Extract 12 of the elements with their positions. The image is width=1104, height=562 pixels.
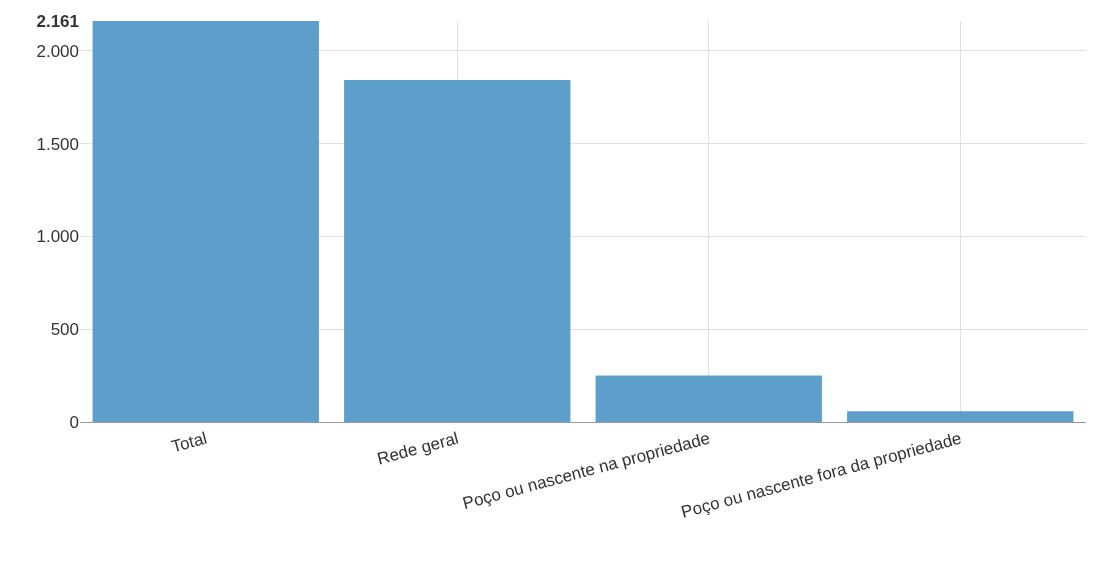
bar (847, 411, 1074, 422)
bar (344, 80, 571, 422)
x-tick-label: Rede geral (375, 428, 461, 469)
y-tick-label: 500 (50, 320, 79, 340)
y-tick-label: 2.000 (36, 41, 79, 61)
y-tick-label: 0 (69, 412, 79, 432)
y-tick-label: 1.500 (36, 134, 79, 154)
bar (595, 375, 822, 422)
x-tick-label: Total (169, 428, 209, 457)
bar (92, 21, 319, 422)
y-tick-label: 1.000 (36, 227, 79, 247)
y-tick-label: 2.161 (36, 11, 79, 31)
